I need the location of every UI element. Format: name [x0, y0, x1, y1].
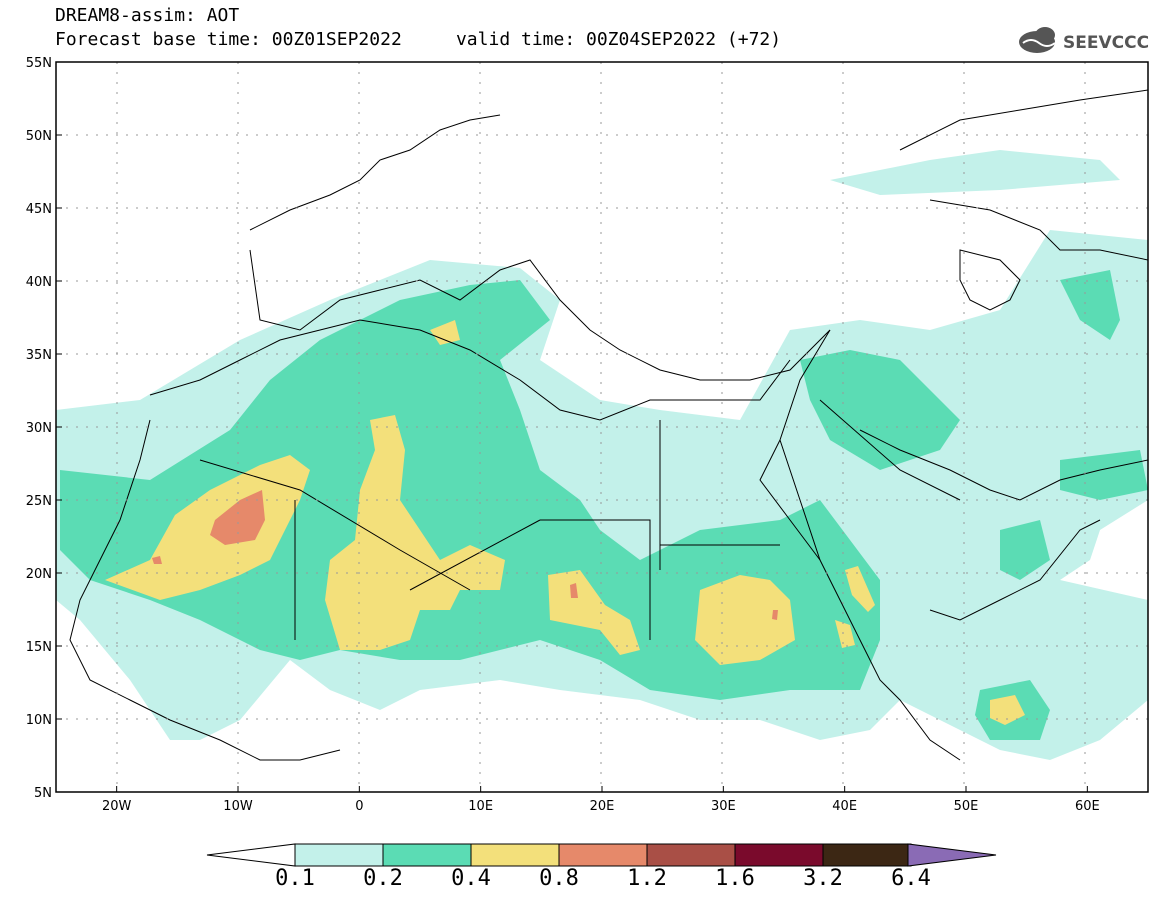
logo-text: SEEVCCC: [1063, 33, 1149, 53]
colorbar-swatch: [382, 843, 472, 867]
graticule: [56, 62, 1148, 792]
lon-tick-label: 50E: [954, 799, 979, 814]
lat-tick-label: 45N: [26, 202, 52, 217]
chart-title: DREAM8-assim: AOT: [55, 5, 240, 26]
latitude-axis: 5N 10N 15N 20N 25N 30N 35N 40N 45N 50N 55N: [26, 56, 62, 801]
lon-tick-label: 0: [355, 799, 363, 814]
lat-tick-label: 30N: [26, 421, 52, 436]
forecast-time-subtitle: Forecast base time: 00Z01SEP2022 valid t…: [55, 29, 782, 50]
lat-tick-label: 40N: [26, 275, 52, 290]
colorbar-level-label: 3.2: [803, 866, 843, 891]
colorbar-level-label: 1.6: [715, 866, 755, 891]
colorbar-swatch: [822, 843, 912, 867]
lon-tick-label: 30E: [711, 799, 736, 814]
longitude-axis: 20W 10W 0 10E 20E 30E 40E 50E 60E: [102, 786, 1100, 814]
colorbar: [206, 843, 997, 867]
lat-tick-label: 20N: [26, 567, 52, 582]
colorbar-level-label: 0.4: [451, 866, 491, 891]
lon-tick-label: 10E: [468, 799, 493, 814]
lon-tick-label: 40E: [832, 799, 857, 814]
lon-tick-label: 60E: [1075, 799, 1100, 814]
lon-tick-label: 20W: [102, 799, 132, 814]
cloud-logo-icon: [1019, 27, 1056, 53]
aot-level-0.8: [210, 490, 265, 545]
colorbar-under-triangle: [206, 843, 296, 867]
lon-tick-label: 10W: [223, 799, 253, 814]
colorbar-swatch: [558, 843, 648, 867]
colorbar-level-label: 1.2: [627, 866, 667, 891]
seevccc-logo: SEEVCCC: [1019, 27, 1149, 53]
colorbar-over-triangle: [907, 843, 997, 867]
colorbar-level-label: 0.1: [275, 866, 315, 891]
colorbar-swatch: [470, 843, 560, 867]
lat-tick-label: 50N: [26, 129, 52, 144]
colorbar-level-label: 0.8: [539, 866, 579, 891]
coastlines: [69, 89, 1148, 761]
lat-tick-label: 15N: [26, 640, 52, 655]
colorbar-level-label: 6.4: [891, 866, 931, 891]
colorbar-level-label: 0.2: [363, 866, 403, 891]
aot-level-0.2: [60, 280, 880, 700]
colorbar-swatch: [294, 843, 384, 867]
lat-tick-label: 55N: [26, 56, 52, 71]
colorbar-swatch: [646, 843, 736, 867]
lat-tick-label: 35N: [26, 348, 52, 363]
lon-tick-label: 20E: [590, 799, 615, 814]
lat-tick-label: 5N: [34, 786, 52, 801]
colorbar-swatch: [734, 843, 824, 867]
lat-tick-label: 25N: [26, 494, 52, 509]
aot-field: [56, 150, 1148, 760]
lat-tick-label: 10N: [26, 713, 52, 728]
